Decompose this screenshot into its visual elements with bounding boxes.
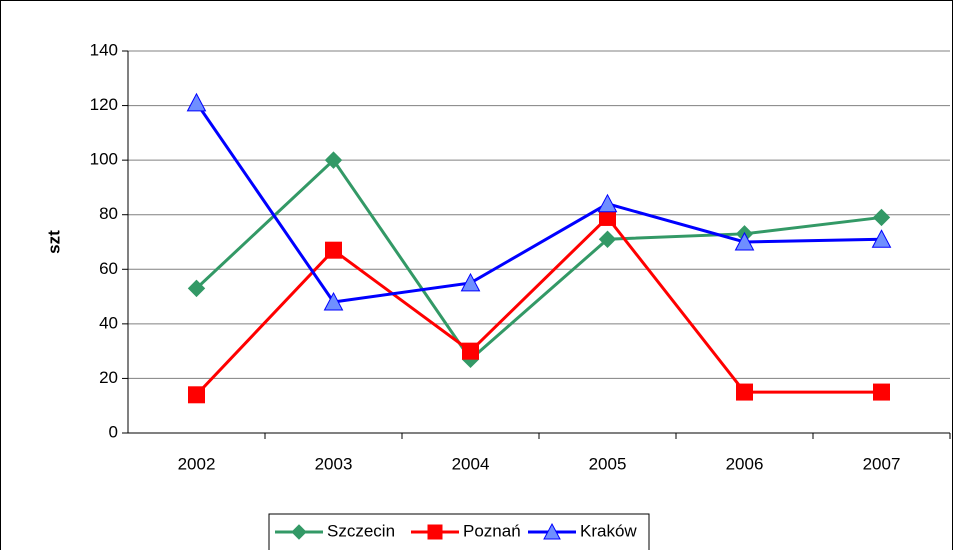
- marker: [188, 386, 205, 404]
- marker: [872, 208, 891, 227]
- marker: [462, 342, 479, 360]
- y-tick-label: 0: [109, 422, 118, 441]
- y-tick-label: 60: [99, 259, 118, 278]
- x-tick-label: 2007: [863, 454, 901, 473]
- legend-label: Kraków: [580, 521, 637, 540]
- y-axis-label: szt: [44, 230, 63, 254]
- x-tick-label: 2004: [452, 454, 490, 473]
- marker: [736, 383, 753, 401]
- marker: [597, 193, 618, 213]
- marker: [543, 522, 561, 540]
- marker: [187, 279, 206, 298]
- marker: [460, 272, 481, 292]
- y-tick-label: 100: [90, 150, 118, 169]
- marker: [598, 230, 617, 248]
- marker: [427, 524, 443, 540]
- marker: [291, 524, 307, 540]
- legend-label: Poznań: [463, 521, 521, 540]
- y-tick-label: 140: [90, 40, 118, 59]
- marker: [186, 92, 207, 112]
- marker: [873, 383, 890, 401]
- y-tick-label: 40: [99, 313, 118, 332]
- x-tick-label: 2006: [726, 454, 764, 473]
- marker: [734, 231, 755, 251]
- y-tick-label: 120: [90, 95, 118, 114]
- x-tick-label: 2003: [315, 454, 353, 473]
- series-line: [195, 215, 882, 396]
- x-tick-label: 2002: [178, 454, 216, 473]
- marker: [323, 291, 344, 311]
- series-line: [195, 157, 882, 362]
- marker: [871, 229, 892, 248]
- legend: Szczecin Poznań Kraków: [268, 513, 650, 550]
- series-line: [195, 101, 882, 304]
- marker: [324, 151, 343, 169]
- y-tick-label: 20: [99, 368, 118, 387]
- y-tick-label: 80: [99, 204, 118, 223]
- x-tick-label: 2005: [589, 454, 627, 473]
- legend-label: Szczecin: [327, 521, 395, 540]
- marker: [325, 241, 342, 259]
